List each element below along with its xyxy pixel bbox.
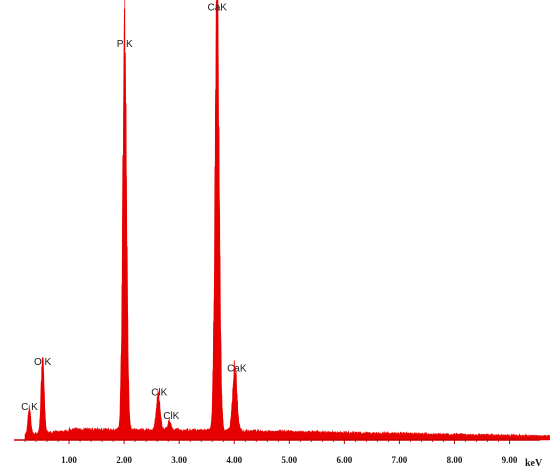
x-tick-label: 7.00 bbox=[392, 455, 408, 465]
peak-label: O K bbox=[34, 357, 52, 368]
peak-label: P K bbox=[117, 39, 133, 50]
x-tick-label: 3.00 bbox=[171, 455, 187, 465]
spectrum-area bbox=[24, 0, 550, 441]
x-axis-ticks: 1.00 2.00 3.00 4.00 5.00 6.00 7.00 8.00 9.00 bbox=[24, 440, 518, 465]
peak-labels: C K O K P K ClK ClK CaK CaK bbox=[21, 2, 247, 422]
x-tick-label: 1.00 bbox=[61, 455, 77, 465]
spectrum-layer bbox=[24, 0, 550, 441]
peak-label: CaK bbox=[207, 2, 227, 13]
x-tick-label: 4.00 bbox=[226, 455, 242, 465]
x-axis-unit-label: keV bbox=[525, 458, 543, 469]
peak-label: C K bbox=[21, 402, 38, 413]
x-tick-label: 8.00 bbox=[447, 455, 463, 465]
peak-label: ClK bbox=[151, 388, 167, 399]
x-tick-label: 9.00 bbox=[502, 455, 518, 465]
peak-label: ClK bbox=[163, 411, 179, 422]
x-tick-label: 6.00 bbox=[336, 455, 352, 465]
x-tick-label: 2.00 bbox=[116, 455, 132, 465]
peak-label: CaK bbox=[227, 364, 247, 375]
x-tick-label: 5.00 bbox=[281, 455, 297, 465]
